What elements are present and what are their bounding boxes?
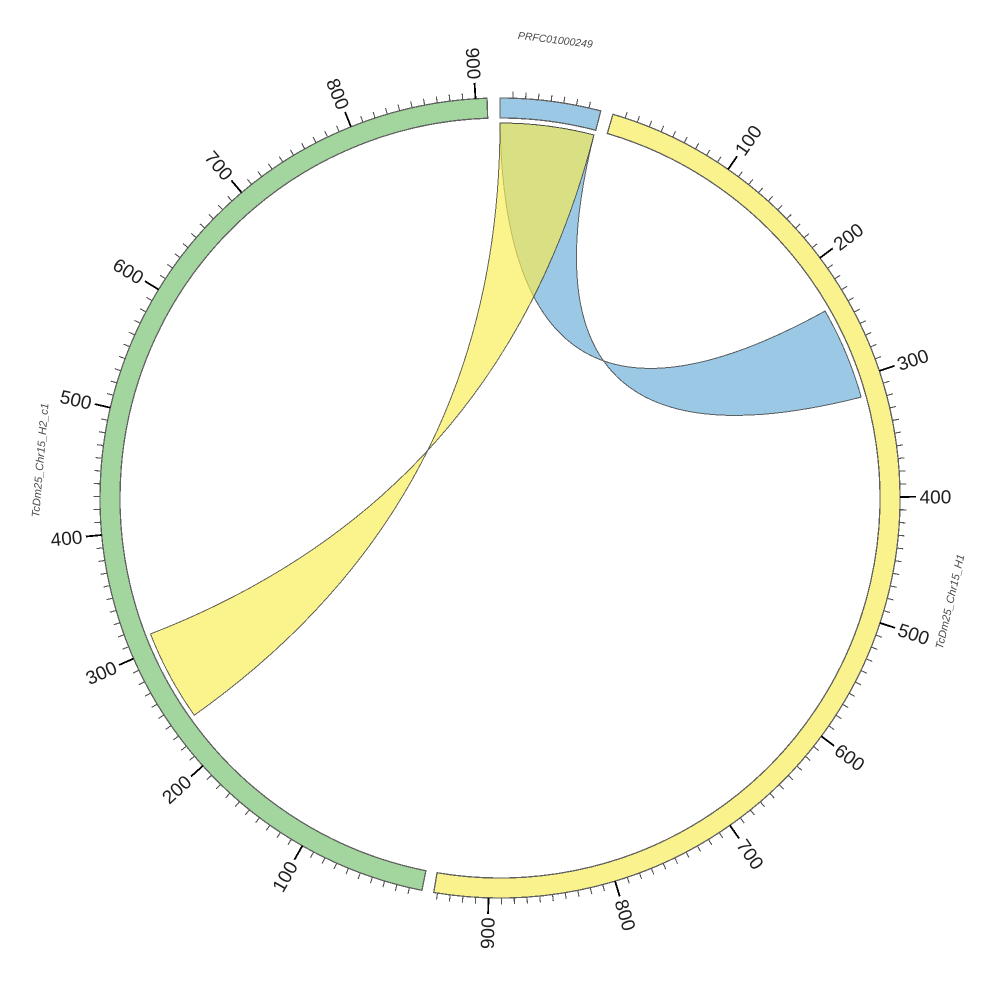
svg-text:900: 900 — [478, 917, 500, 949]
svg-text:400: 400 — [920, 487, 952, 508]
svg-text:400: 400 — [50, 528, 84, 552]
svg-text:900: 900 — [461, 47, 484, 80]
